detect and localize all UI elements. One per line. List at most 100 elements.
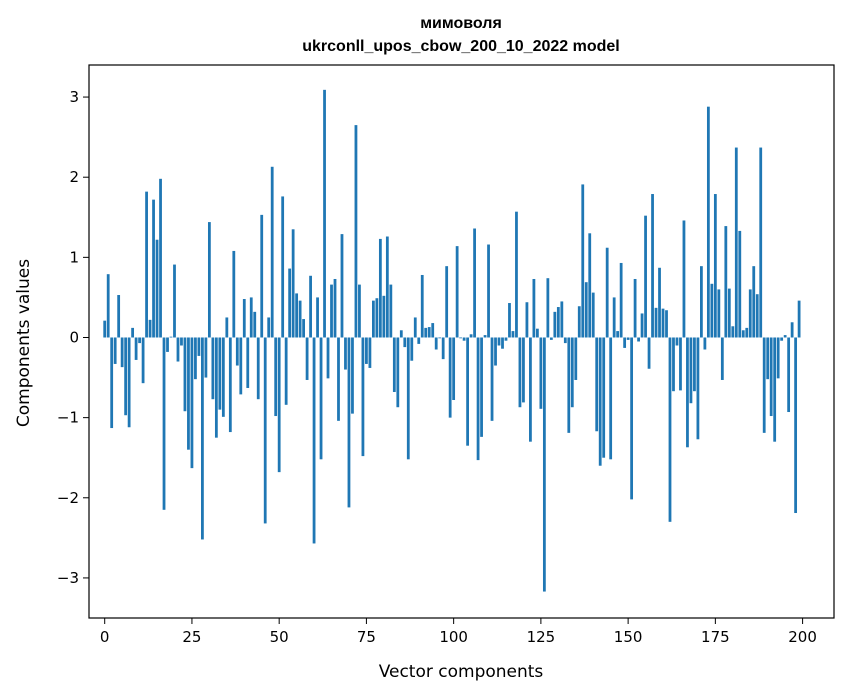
bar-199 [797,300,801,338]
bar-75 [365,337,368,364]
bar-152 [633,278,637,338]
bar-2 [110,337,114,429]
bar-50 [277,337,281,473]
bar-180 [731,326,735,338]
bar-20 [173,264,176,338]
bar-44 [256,337,260,400]
bar-39 [239,337,243,395]
bar-158 [654,307,658,338]
bar-196 [787,337,791,413]
bar-1 [106,274,110,338]
y-tick-label: −1 [57,409,79,427]
bar-22 [180,337,183,346]
bar-115 [504,337,508,341]
bar-165 [679,337,682,391]
bar-168 [689,337,693,404]
bar-145 [609,337,613,460]
x-tick-label: 200 [788,628,817,646]
bar-107 [476,337,480,461]
bar-46 [263,337,267,524]
bar-66 [333,278,337,338]
bar-21 [176,337,180,362]
bar-85 [399,330,403,338]
bar-32 [214,337,218,438]
bar-80 [382,295,386,338]
y-axis-ticks: −3 −2 −1 0 1 2 3 [57,88,89,587]
bar-125 [539,337,543,409]
bar-112 [494,337,497,366]
bar-82 [389,284,393,338]
bar-156 [647,337,651,369]
bar-0 [103,320,107,338]
y-tick-label: −3 [57,569,79,587]
y-tick-label: 3 [69,88,79,106]
bar-192 [773,337,777,442]
bar-41 [246,337,250,388]
bar-49 [274,337,278,417]
bar-133 [567,337,571,433]
bar-78 [375,298,379,338]
bar-153 [637,337,640,342]
bar-79 [378,238,382,338]
bar-141 [595,337,599,432]
bar-184 [745,327,749,338]
bar-182 [738,230,742,338]
bar-56 [298,300,302,338]
bar-146 [612,297,616,338]
bar-74 [361,337,365,457]
bar-89 [413,317,417,338]
bar-76 [368,337,372,368]
bar-60 [312,337,316,544]
chart-title: мимоволя [420,15,502,32]
bar-138 [584,282,588,338]
bar-61 [316,297,319,338]
bar-108 [480,337,483,437]
bar-94 [431,323,435,338]
bar-163 [672,337,675,392]
bar-197 [790,322,794,338]
bar-99 [448,337,452,418]
bar-136 [577,306,581,338]
bar-105 [469,334,473,338]
bar-42 [249,297,253,338]
x-tick-label: 50 [270,628,289,646]
bar-69 [344,337,347,370]
bar-54 [291,229,295,338]
bar-6 [124,337,128,416]
x-tick-label: 175 [701,628,730,646]
bar-170 [696,337,700,440]
bar-48 [270,166,274,338]
x-tick-label: 125 [527,628,556,646]
bar-84 [396,337,400,408]
bar-12 [145,191,148,338]
bar-139 [588,233,592,338]
bar-8 [131,327,135,338]
x-tick-label: 25 [182,628,201,646]
bar-65 [330,284,333,338]
bar-57 [302,319,305,338]
chart-subtitle: ukrconll_upos_cbow_200_10_2022 model [302,38,619,55]
bar-176 [717,289,721,338]
bar-174 [710,283,714,338]
bar-198 [794,337,798,514]
bar-124 [536,328,539,338]
bar-127 [546,278,550,338]
bar-189 [762,337,766,433]
bar-96 [438,337,442,339]
bar-59 [309,275,312,338]
bar-35 [225,317,229,338]
bar-194 [780,337,784,341]
bar-33 [218,337,222,410]
bar-13 [148,319,152,338]
bars-group [103,89,801,592]
bar-106 [473,228,476,338]
bar-29 [204,337,208,378]
x-tick-label: 150 [614,628,643,646]
bar-126 [542,337,546,592]
bar-147 [616,331,620,338]
bar-135 [574,337,578,380]
bar-150 [626,337,630,340]
bar-16 [159,178,162,338]
bar-149 [623,337,627,348]
bar-132 [563,337,567,344]
